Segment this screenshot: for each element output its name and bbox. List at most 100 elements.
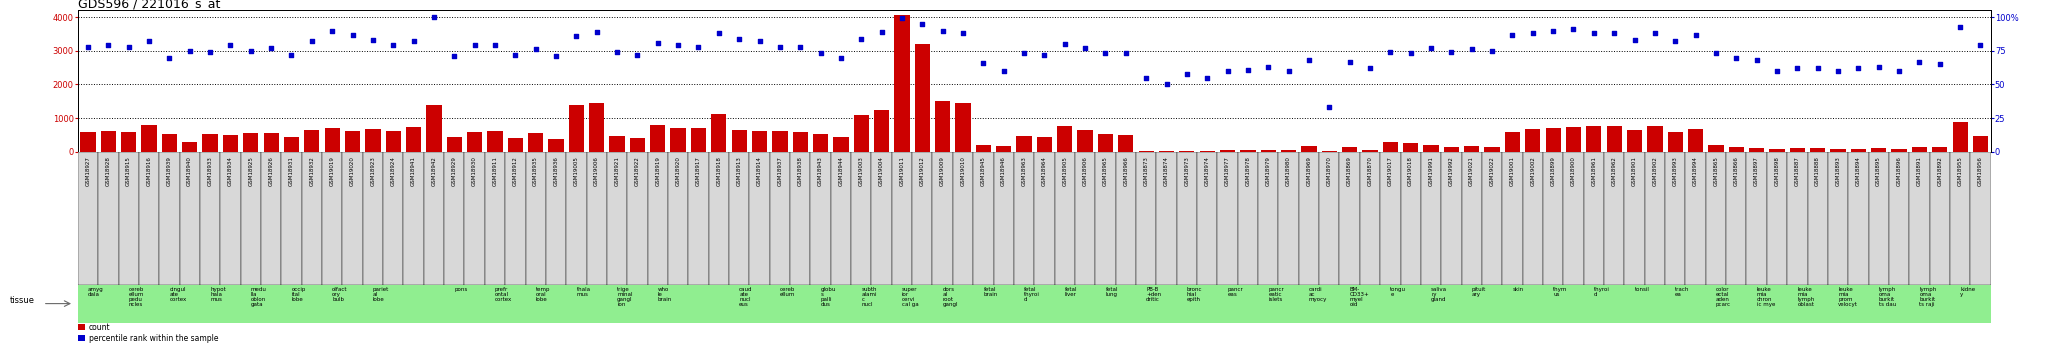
Bar xyxy=(1810,148,1825,152)
Point xyxy=(1313,105,1346,110)
Text: thala
mus: thala mus xyxy=(575,286,590,297)
Text: GSM18897: GSM18897 xyxy=(1755,156,1759,186)
Bar xyxy=(260,152,281,285)
Bar xyxy=(932,152,952,285)
Point xyxy=(1679,32,1712,37)
Bar xyxy=(731,130,748,152)
Point xyxy=(825,55,858,60)
Text: GSM19006: GSM19006 xyxy=(594,156,600,186)
Point xyxy=(846,36,879,41)
Bar xyxy=(385,131,401,152)
Point xyxy=(72,44,104,49)
Point xyxy=(295,39,328,44)
Text: GSM19011: GSM19011 xyxy=(899,156,905,186)
Point xyxy=(1659,39,1692,44)
Text: GSM19017: GSM19017 xyxy=(1389,156,1393,186)
Bar xyxy=(180,152,201,285)
Bar xyxy=(952,152,973,285)
Text: GSM19991: GSM19991 xyxy=(1430,156,1434,186)
Text: GSM18887: GSM18887 xyxy=(1794,156,1800,186)
Bar xyxy=(688,152,709,285)
Bar xyxy=(1583,152,1604,285)
Text: GSM18899: GSM18899 xyxy=(1550,156,1556,186)
Bar xyxy=(1970,152,1991,285)
Point xyxy=(621,52,653,58)
Bar xyxy=(264,132,279,152)
Point xyxy=(987,68,1020,74)
Bar xyxy=(1159,151,1174,152)
Bar xyxy=(526,152,547,285)
Bar xyxy=(1036,137,1053,152)
Bar xyxy=(1563,152,1583,285)
Bar xyxy=(911,152,932,285)
Text: GSM18891: GSM18891 xyxy=(1917,156,1921,186)
Bar xyxy=(383,152,403,285)
Bar xyxy=(915,44,930,152)
Text: GSM19992: GSM19992 xyxy=(1448,156,1454,186)
Text: GSM18916: GSM18916 xyxy=(147,156,152,186)
Bar xyxy=(1137,152,1157,285)
Point xyxy=(1008,51,1040,56)
Text: skin: skin xyxy=(1511,286,1524,292)
Bar xyxy=(1057,126,1073,152)
Bar xyxy=(586,152,606,285)
Text: GSM18900: GSM18900 xyxy=(1571,156,1577,186)
Text: GSM18874: GSM18874 xyxy=(1163,156,1169,186)
Text: cardi
ac
myocy: cardi ac myocy xyxy=(1309,286,1327,302)
Point xyxy=(1556,27,1589,32)
Bar xyxy=(305,130,319,152)
Text: GSM18940: GSM18940 xyxy=(186,156,193,186)
Point xyxy=(1292,57,1325,63)
Bar xyxy=(606,152,627,285)
Text: GSM18911: GSM18911 xyxy=(492,156,498,186)
Bar xyxy=(1257,152,1278,285)
Bar xyxy=(1241,150,1255,152)
Point xyxy=(1210,68,1243,74)
Bar xyxy=(1096,152,1116,285)
Bar xyxy=(1280,150,1296,152)
Text: trach
ea: trach ea xyxy=(1675,286,1690,297)
Bar xyxy=(1014,152,1034,285)
Bar xyxy=(119,152,139,285)
Bar xyxy=(1888,152,1909,285)
Bar xyxy=(1034,152,1055,285)
Text: GSM18866: GSM18866 xyxy=(1735,156,1739,186)
Point xyxy=(559,33,592,39)
Bar xyxy=(1872,148,1886,152)
Text: GSM18930: GSM18930 xyxy=(473,156,477,186)
Bar xyxy=(1749,148,1763,152)
Text: GSM19019: GSM19019 xyxy=(330,156,334,186)
Bar xyxy=(403,152,424,285)
Bar xyxy=(1587,126,1602,152)
Point xyxy=(195,49,227,55)
Text: tissue: tissue xyxy=(10,296,35,305)
Bar xyxy=(1380,152,1401,285)
Text: pariet
al
lobe: pariet al lobe xyxy=(373,286,389,302)
Text: fetal
lung: fetal lung xyxy=(1106,286,1118,297)
Point xyxy=(764,44,797,49)
Point xyxy=(1923,61,1956,67)
Bar xyxy=(365,129,381,152)
Text: GSM18956: GSM18956 xyxy=(1978,156,1982,186)
Text: GSM19002: GSM19002 xyxy=(1530,156,1536,186)
Text: GSM18901: GSM18901 xyxy=(1632,156,1636,186)
Text: GSM19004: GSM19004 xyxy=(879,156,885,186)
Bar xyxy=(891,152,911,285)
Bar xyxy=(1708,145,1724,152)
Text: PB-B
+den
dritic: PB-B +den dritic xyxy=(1147,286,1161,302)
Bar xyxy=(1911,147,1927,152)
Bar xyxy=(508,138,522,152)
Bar xyxy=(1542,152,1563,285)
Bar xyxy=(201,152,221,285)
Text: GSM18944: GSM18944 xyxy=(838,156,844,186)
Text: GSM18869: GSM18869 xyxy=(1348,156,1352,186)
Point xyxy=(459,43,492,48)
Bar xyxy=(342,152,362,285)
Bar xyxy=(1788,152,1808,285)
Text: cereb
ellum
pedu
ncles: cereb ellum pedu ncles xyxy=(129,286,143,307)
Text: GSM18896: GSM18896 xyxy=(1896,156,1903,186)
Text: GSM18893: GSM18893 xyxy=(1835,156,1841,186)
Point xyxy=(1862,64,1894,70)
Bar xyxy=(1321,151,1337,152)
Bar xyxy=(874,110,889,152)
